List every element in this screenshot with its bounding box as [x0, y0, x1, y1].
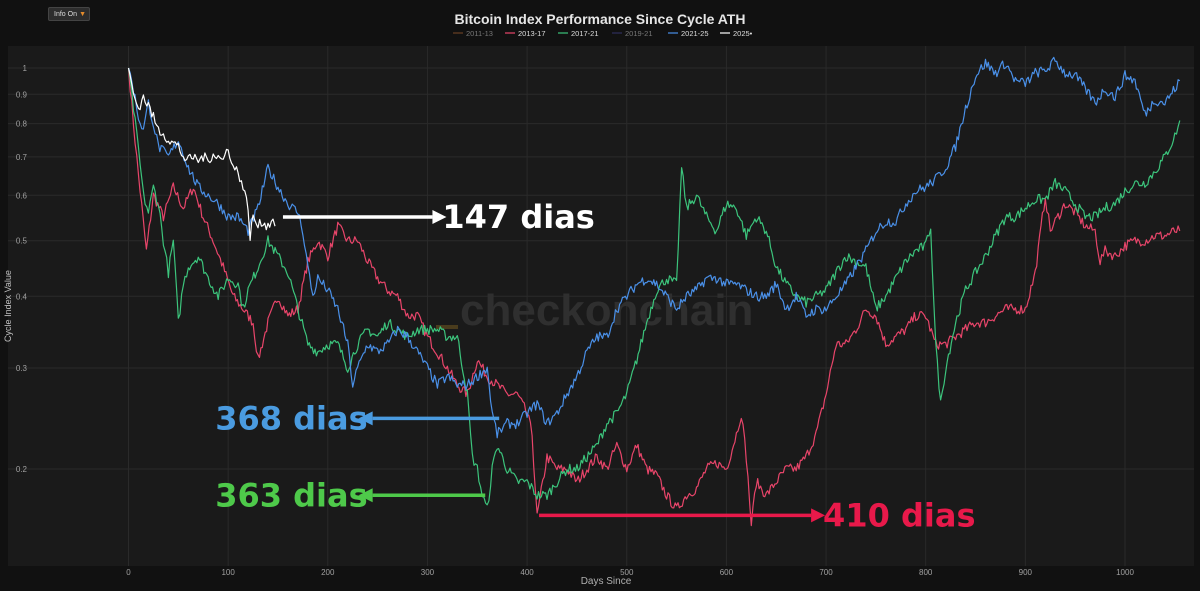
series-lines [127, 56, 1181, 527]
x-tick-label: 900 [1019, 568, 1033, 577]
legend-item-2013-17[interactable]: 2013-17 [518, 29, 546, 38]
watermark-layer: checkonchain [436, 286, 753, 335]
x-tick-label: 1000 [1116, 568, 1134, 577]
annotation-arrowhead-363-dias [358, 488, 373, 503]
grid-lines [8, 46, 1194, 566]
x-tick-label: 200 [321, 568, 335, 577]
y-tick-label: 0.3 [16, 364, 28, 373]
x-axis-ticks: 0 100 200 300 400 500 600 700 800 900 1000 [126, 568, 1134, 577]
chevron-down-icon: ▼ [79, 11, 86, 18]
legend-item-2025[interactable]: 2025• [733, 29, 753, 38]
y-tick-label: 0.5 [16, 237, 28, 246]
annotation-arrowhead-147-dias [432, 209, 447, 224]
chart-title: Bitcoin Index Performance Since Cycle AT… [455, 11, 746, 27]
x-axis-label: Days Since [581, 576, 632, 587]
y-tick-label: 0.4 [16, 292, 28, 301]
x-tick-label: 600 [720, 568, 734, 577]
x-tick-label: 0 [126, 568, 131, 577]
y-tick-label: 0.7 [16, 153, 28, 162]
annotation-label-410-dias: 410 dias [823, 496, 975, 534]
x-tick-label: 700 [819, 568, 833, 577]
watermark-logo [436, 325, 458, 329]
y-tick-label: 0.8 [16, 120, 28, 129]
annotation-arrowhead-368-dias [358, 411, 373, 426]
y-tick-label: 1 [23, 64, 28, 73]
x-tick-label: 400 [520, 568, 534, 577]
info-button-label: Info On [54, 11, 77, 18]
series-line-2013-17 [127, 67, 1181, 527]
watermark-text: checkonchain [460, 286, 753, 335]
x-tick-label: 800 [919, 568, 933, 577]
annotation-arrowhead-410-dias [811, 508, 826, 523]
legend-item-2021-25[interactable]: 2021-25 [681, 29, 709, 38]
legend-item-2017-21[interactable]: 2017-21 [571, 29, 599, 38]
y-axis-label: Cycle Index Value [3, 270, 13, 342]
annotation-label-368-dias: 368 dias [215, 399, 367, 437]
annotation-label-363-dias: 363 dias [215, 476, 367, 514]
legend-item-2019-21[interactable]: 2019-21 [625, 29, 653, 38]
plot-area [8, 46, 1194, 566]
y-tick-label: 0.6 [16, 191, 28, 200]
series-line-2025 [127, 67, 276, 241]
legend[interactable]: 2011-13 2013-17 2017-21 2019-21 2021-25 2025• [453, 29, 753, 38]
annotation-label-147-dias: 147 dias [442, 198, 594, 236]
info-toggle-button[interactable]: Info On ▼ [48, 7, 90, 21]
series-line-2021-25 [127, 56, 1181, 439]
x-tick-label: 300 [421, 568, 435, 577]
y-axis-ticks: 1 0.9 0.8 0.7 0.6 0.5 0.4 0.3 0.2 [16, 64, 28, 474]
x-tick-label: 100 [221, 568, 235, 577]
annotations: 147 dias 368 dias 363 dias 410 dias [215, 198, 975, 534]
legend-item-2011-13[interactable]: 2011-13 [466, 29, 493, 38]
y-tick-label: 0.2 [16, 465, 28, 474]
y-tick-label: 0.9 [16, 90, 28, 99]
x-tick-label: 500 [620, 568, 634, 577]
